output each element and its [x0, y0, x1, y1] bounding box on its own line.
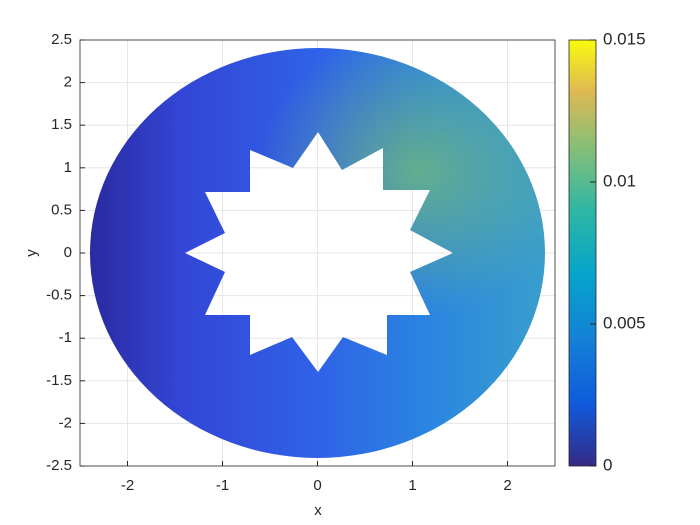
y-tick-label: -0.5 [46, 287, 72, 304]
x-axis-label: x [314, 502, 322, 519]
colorbar-tick-label: 0.005 [603, 313, 646, 332]
y-tick-label: 1.5 [51, 116, 72, 133]
y-tick-label: 0.5 [51, 201, 72, 218]
y-tick-label: -1.5 [46, 372, 72, 389]
y-tick-label: -2.5 [46, 457, 72, 474]
y-tick-label: -2 [59, 414, 72, 431]
y-tick-label: 2 [64, 74, 72, 91]
x-tick-label: 0 [313, 477, 321, 494]
x-tick-label: -2 [121, 477, 134, 494]
colorbar [568, 39, 597, 467]
y-tick-label: -1 [59, 329, 72, 346]
x-tick-label: -1 [216, 477, 229, 494]
y-tick-label: 2.5 [51, 31, 72, 48]
x-tick-label: 2 [503, 477, 511, 494]
field-highlight [90, 48, 546, 459]
y-axis-label: y [23, 249, 40, 257]
field [90, 48, 546, 459]
y-tick-label: 1 [64, 159, 72, 176]
colorbar-tick-label: 0 [603, 455, 612, 474]
y-tick-label: 0 [64, 244, 72, 261]
x-tick-label: 1 [408, 477, 416, 494]
colorbar-tick-label: 0.015 [603, 29, 646, 48]
colorbar-tick-label: 0.01 [603, 171, 636, 190]
